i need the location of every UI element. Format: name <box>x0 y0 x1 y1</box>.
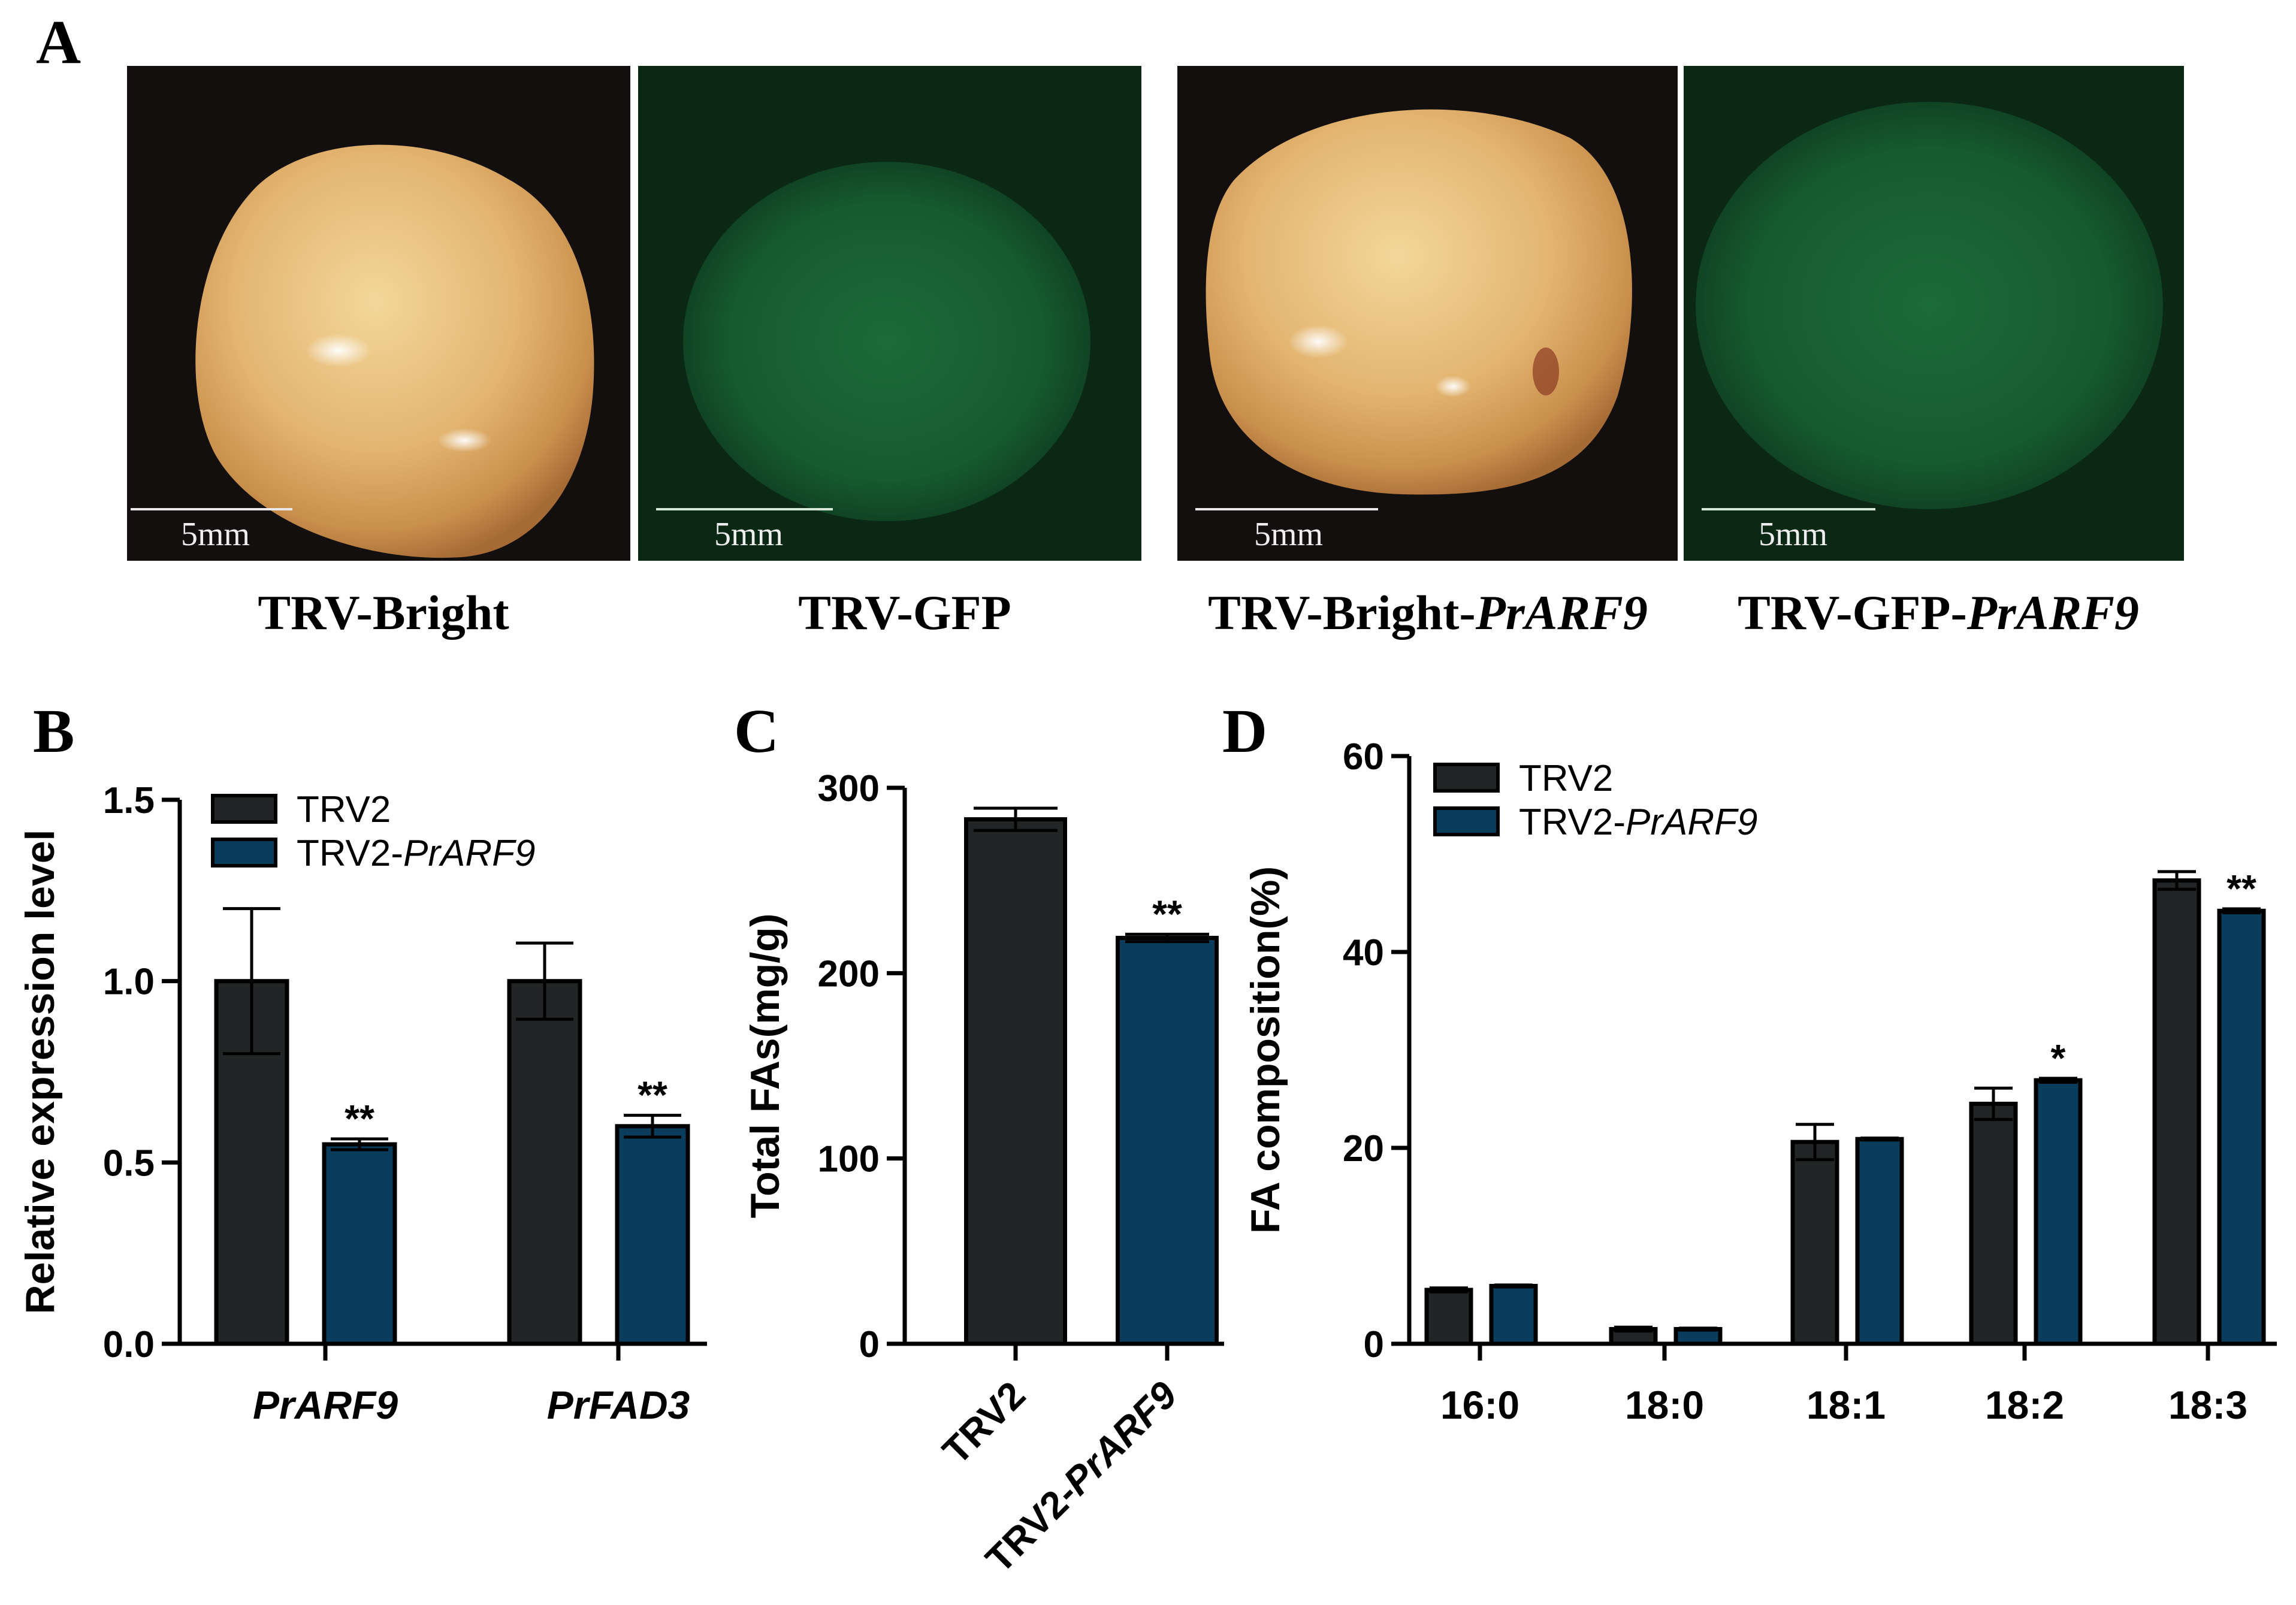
legend-label-italic: PrARF9 <box>1626 802 1757 843</box>
bar <box>2152 878 2201 1346</box>
legend-label: TRV2 <box>1519 758 1613 799</box>
y-tick-label: 100 <box>818 1139 880 1180</box>
scale-label: 5mm <box>1254 516 1323 553</box>
significance-label: * <box>2051 1036 2066 1080</box>
legend-label-italic: PrARF9 <box>403 833 535 874</box>
caption-trv-bright-prarf9: TRV-Bright-PrARF9 <box>1208 585 1648 640</box>
legend-swatch <box>1433 806 1500 836</box>
seed-shape <box>1206 109 1632 495</box>
scale-label: 5mm <box>181 516 250 553</box>
bar <box>964 817 1067 1346</box>
chart-d-fa-composition: 0 20 40 60 FA composition(%) 16:0 18:0 18:1 * 18:… <box>1243 736 2277 1427</box>
significance-label: ** <box>1152 892 1182 935</box>
y-tick-label: 0 <box>859 1324 880 1365</box>
bar <box>2034 1078 2083 1346</box>
bar <box>1790 1139 1839 1346</box>
significance-label: ** <box>345 1097 374 1140</box>
panel-letter-c: C <box>734 697 779 766</box>
y-axis-label: FA composition(%) <box>1243 866 1288 1234</box>
legend-swatch <box>1433 763 1500 793</box>
y-tick-label: 20 <box>1343 1128 1384 1169</box>
legend-label: TRV2-PrARF9 <box>297 833 536 874</box>
bar <box>507 979 582 1346</box>
seed-highlight <box>306 334 371 367</box>
seed-spot <box>1533 347 1559 395</box>
legend-label-text: TRV2- <box>1519 802 1626 843</box>
x-tick-label: 18:3 <box>2168 1383 2247 1427</box>
x-tick-label: 18:1 <box>1806 1383 1886 1427</box>
bar <box>1855 1137 1904 1346</box>
seed-fluorescence <box>683 162 1090 521</box>
scale-label: 5mm <box>1759 516 1827 553</box>
panel-letter-a: A <box>36 8 81 77</box>
caption-trv-bright: TRV-Bright <box>258 585 509 640</box>
legend-label-text: TRV2- <box>297 833 403 874</box>
x-tick-label-text: TRV2 <box>934 1373 1034 1473</box>
panel-letter-b: B <box>33 697 74 766</box>
x-tick-label-text: TRV2- <box>977 1473 1086 1581</box>
legend-label: TRV2 <box>297 789 391 830</box>
chart-b-relative-expression: 0.0 0.5 1.0 1.5 Relative expression level ** P… <box>17 780 707 1427</box>
x-tick-label: 16:0 <box>1440 1383 1519 1427</box>
y-tick-label: 40 <box>1343 932 1384 974</box>
y-tick-label: 0.5 <box>103 1142 155 1184</box>
y-axis-label: Relative expression level <box>17 830 63 1314</box>
seed-photo-trv-bright-prarf9: 5mm <box>1177 66 1678 561</box>
bar <box>1424 1287 1473 1346</box>
panel-letter-d: D <box>1222 697 1267 766</box>
x-tick-label: PrFAD3 <box>547 1383 690 1427</box>
significance-label: ** <box>638 1074 667 1117</box>
y-tick-label: 1.5 <box>103 780 155 821</box>
y-tick-label: 1.0 <box>103 962 155 1003</box>
seed-shape <box>195 144 594 558</box>
y-tick-label: 300 <box>818 768 880 809</box>
y-axis-label: Total FAs(mg/g) <box>742 914 788 1219</box>
seed-highlight <box>437 428 491 452</box>
seed-fluorescence <box>1696 102 2163 509</box>
x-tick-label: TRV2 <box>934 1373 1034 1473</box>
legend-swatch <box>211 838 277 868</box>
legend-swatch <box>211 794 277 824</box>
x-tick-label: 18:2 <box>1985 1383 2064 1427</box>
panel-a: A 5mm 5mm 5mm <box>36 8 2184 640</box>
bar <box>322 1142 397 1346</box>
legend-label-text: TRV2 <box>297 789 391 830</box>
bar <box>2217 908 2266 1346</box>
x-tick-label-italic: PrARF9 <box>1055 1373 1185 1503</box>
scale-label: 5mm <box>714 516 783 553</box>
bar <box>615 1124 690 1346</box>
bar <box>1969 1101 2018 1346</box>
bar <box>1489 1284 1538 1346</box>
chart-c-total-fas: 0 100 200 300 Total FAs(mg/g) TRV2 ** TRV2-PrAR… <box>742 768 1224 1581</box>
caption-trv-gfp: TRV-GFP <box>798 585 1011 640</box>
caption-trv-gfp-prarf9: TRV-GFP-PrARF9 <box>1738 585 2139 640</box>
seed-photo-trv-bright: 5mm <box>127 66 630 561</box>
x-tick-label: 18:0 <box>1625 1383 1704 1427</box>
seed-highlight <box>1288 325 1348 358</box>
bar <box>1116 936 1219 1346</box>
seed-photo-trv-gfp-prarf9: 5mm <box>1684 66 2184 561</box>
x-tick-label: PrARF9 <box>253 1383 398 1427</box>
seed-photo-trv-gfp: 5mm <box>638 66 1141 561</box>
legend-label-text: TRV2 <box>1519 758 1613 799</box>
legend-label: TRV2-PrARF9 <box>1519 802 1758 843</box>
y-tick-label: 60 <box>1343 736 1384 778</box>
y-tick-label: 0 <box>1364 1324 1384 1365</box>
significance-label: ** <box>2226 867 2256 910</box>
y-tick-label: 0.0 <box>103 1324 155 1365</box>
seed-highlight <box>1435 376 1471 397</box>
y-tick-label: 200 <box>818 953 880 995</box>
